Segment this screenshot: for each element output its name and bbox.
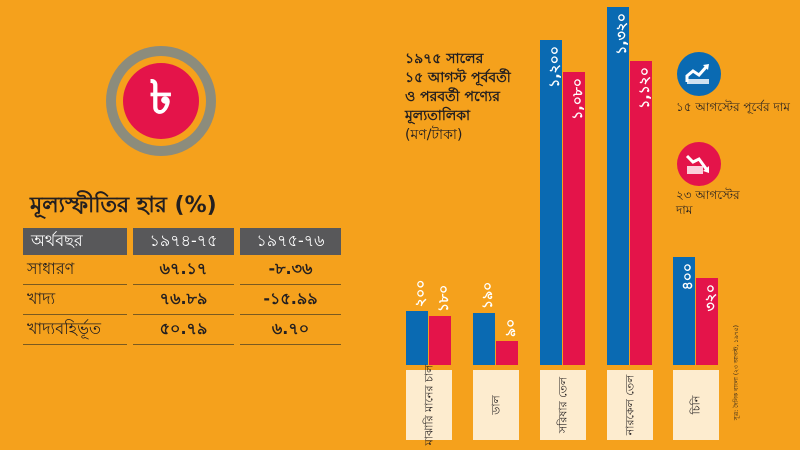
category-label-box: নারকেল তেল [607, 370, 653, 440]
category-label: নারকেল তেল [623, 374, 637, 436]
category-label-box: সরিষার তেল [540, 370, 586, 440]
table-row: খাদ্য ৭৬.৮৯ -১৫.৯৯ [23, 285, 341, 315]
row-label: খাদ্যবহির্ভূত [23, 315, 127, 345]
taka-icon: ৳ [123, 63, 199, 139]
category-label: চিনি [689, 395, 703, 415]
cell: ৬৭.১৭ [133, 255, 234, 285]
bar-value-label: ৩২০ [703, 284, 719, 312]
bar-before-3 [607, 7, 629, 365]
table-row: সাধারণ ৬৭.১৭ -৮.৩৬ [23, 255, 341, 285]
header-fiscal-year: অর্থবছর [23, 228, 127, 255]
category-label-box: মাঝারি মানের চাল [406, 365, 452, 445]
trend-up-icon [677, 52, 721, 96]
header-1975-76: ১৯৭৫-৭৬ [240, 228, 341, 255]
cell: ৭৬.৮৯ [133, 285, 234, 315]
bar-after-1 [496, 340, 518, 365]
bar-value-label: ১৯০ [480, 282, 496, 310]
bar-value-label: ১,০৮০ [570, 78, 586, 120]
cell: ৬.৭০ [240, 315, 341, 345]
cell: ৫০.৭৯ [133, 315, 234, 345]
bar-value-label: ৯০ [503, 318, 519, 337]
cell: -১৫.৯৯ [240, 285, 341, 315]
category-label-box: ডাল [473, 370, 519, 440]
trend-down-icon [677, 142, 721, 186]
bar-before-0 [406, 310, 428, 365]
inflation-title: মূল্যস্ফীতির হার (%) [30, 193, 217, 218]
category-label: সরিষার তেল [556, 376, 570, 434]
bar-before-4 [673, 256, 695, 365]
bar-after-2 [563, 72, 585, 365]
bar-value-label: ১৮০ [436, 284, 452, 313]
row-label: সাধারণ [23, 255, 127, 285]
source-note: সূত্র: দৈনিক বাংলা (২৩ আগস্ট, ১৯৭৫) [733, 325, 740, 421]
taka-logo: ৳ [106, 46, 216, 156]
inflation-table: অর্থবছর ১৯৭৪-৭৫ ১৯৭৫-৭৬ সাধারণ ৬৭.১৭ -৮.৩৬… [17, 228, 347, 345]
category-label-box: চিনি [673, 370, 719, 440]
bar-before-2 [540, 39, 562, 365]
category-label: মাঝারি মানের চাল [422, 364, 436, 446]
row-label: খাদ্য [23, 285, 127, 315]
bar-after-0 [429, 316, 451, 365]
header-1974-75: ১৯৭৪-৭৫ [133, 228, 234, 255]
legend-before: ১৫ আগস্টের পূর্বের দাম [676, 100, 790, 114]
table-row: খাদ্যবহির্ভূত ৫০.৭৯ ৬.৭০ [23, 315, 341, 345]
bar-after-3 [630, 61, 652, 365]
bar-value-label: ১,৩২০ [614, 13, 630, 55]
category-label: ডাল [489, 395, 503, 415]
bar-after-4 [696, 278, 718, 365]
cell: -৮.৩৬ [240, 255, 341, 285]
chart-title: ১৯৭৫ সালের ১৫ আগস্ট পূর্ববর্তী ও পরবর্তী… [405, 51, 511, 143]
bar-before-1 [473, 313, 495, 365]
legend-after: ২৩ আগস্টের দাম [676, 188, 740, 217]
bar-value-label: ১,১২০ [637, 67, 653, 109]
bar-value-label: ২০০ [413, 279, 429, 307]
